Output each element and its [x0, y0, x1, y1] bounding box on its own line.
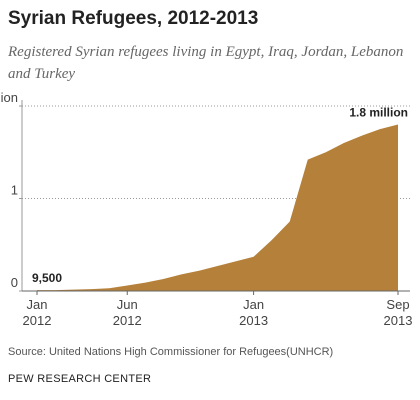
y-tick-label: 2 million: [0, 90, 18, 105]
chart-title: Syrian Refugees, 2012-2013: [8, 8, 258, 29]
y-tick-label: 1: [11, 183, 18, 198]
value-label: 9,500: [32, 271, 62, 285]
chart-subtitle: Registered Syrian refugees living in Egy…: [7, 44, 403, 60]
x-tick-label: Jan 2012: [23, 297, 52, 328]
source: Source: United Nations High Commissioner…: [8, 346, 333, 358]
chart-subtitle: and Turkey: [8, 66, 75, 82]
credit: PEW RESEARCH CENTER: [8, 373, 151, 385]
x-tick-label: Sep 2013: [384, 297, 413, 328]
x-tick-label: Jun 2012: [113, 297, 142, 328]
value-label: 1.8 million: [349, 106, 408, 120]
x-tick-label: Jan 2013: [239, 297, 268, 328]
area: [37, 124, 398, 291]
y-tick-label: 0: [11, 275, 18, 290]
